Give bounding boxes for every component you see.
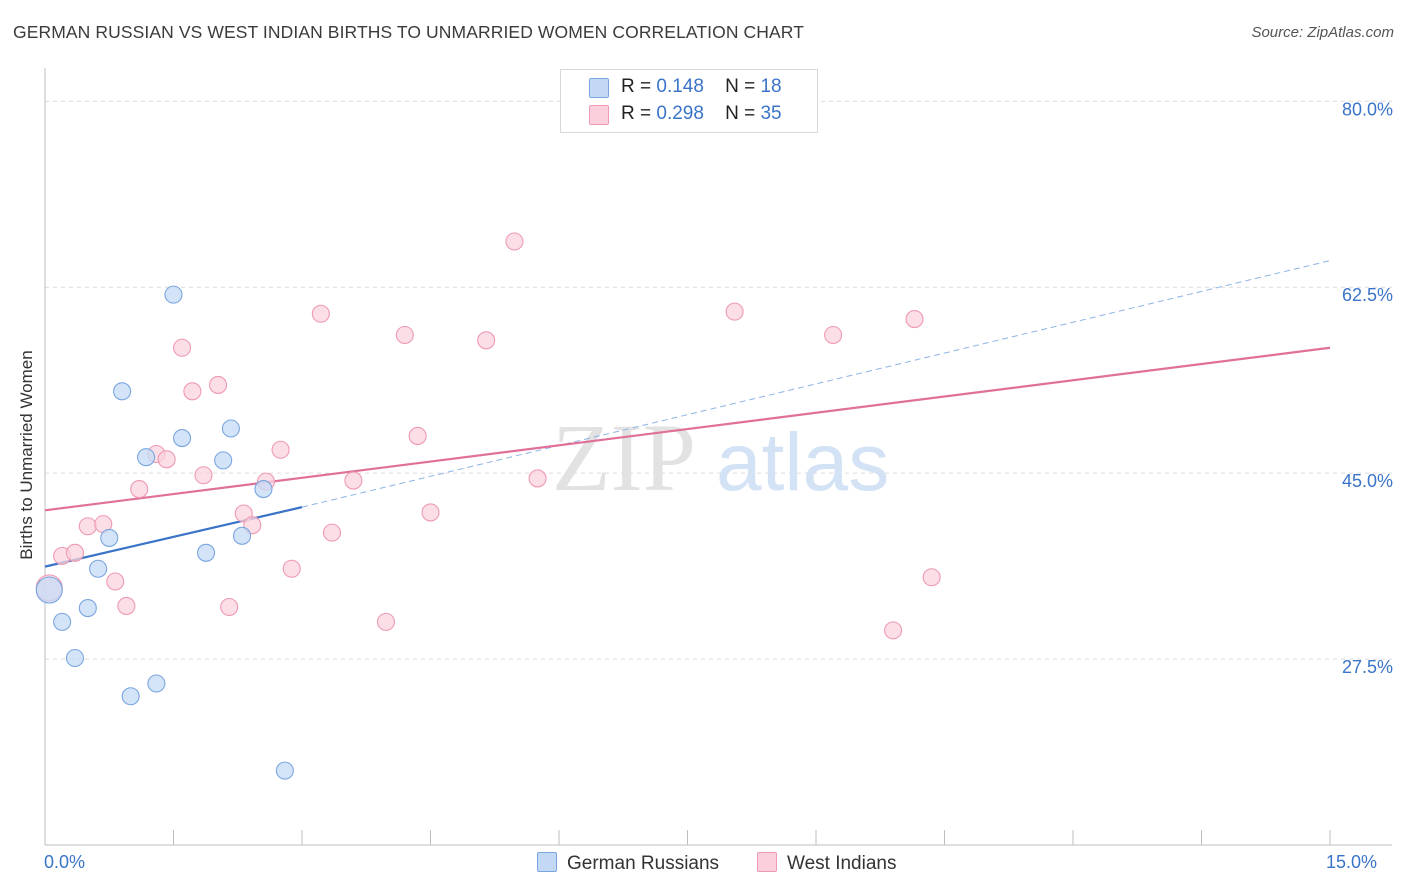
data-point	[197, 543, 216, 562]
data-point	[254, 480, 273, 499]
data-point	[117, 596, 136, 615]
data-point	[505, 232, 524, 251]
y-tick-label: 27.5%	[1342, 657, 1393, 677]
legend-swatch-blue	[589, 78, 609, 98]
data-point	[78, 517, 97, 536]
y-tick-labels: 80.0% 62.5% 45.0% 27.5%	[1342, 99, 1393, 677]
legend-n-value: 35	[760, 103, 782, 124]
y-tick-label: 80.0%	[1342, 99, 1393, 119]
watermark-zip: ZIP	[552, 404, 696, 511]
legend-label: German Russians	[567, 853, 720, 874]
data-point	[164, 285, 183, 304]
data-point	[220, 597, 239, 617]
legend-n-label: N =	[725, 76, 756, 97]
data-point	[157, 450, 176, 469]
watermark: ZIP atlas	[552, 404, 889, 511]
data-point	[282, 559, 301, 578]
axes	[44, 68, 1392, 846]
data-point	[130, 480, 149, 499]
watermark-atlas: atlas	[716, 417, 889, 508]
chart-title: GERMAN RUSSIAN VS WEST INDIAN BIRTHS TO …	[13, 22, 804, 42]
data-point	[322, 523, 342, 542]
legend-r-value: 0.298	[656, 103, 704, 124]
data-point	[421, 503, 440, 522]
data-point	[89, 559, 108, 578]
data-point	[824, 325, 843, 345]
data-point	[113, 382, 132, 401]
data-point	[376, 612, 396, 631]
data-point	[173, 429, 192, 448]
x-tick-max: 15.0%	[1326, 852, 1378, 872]
stats-legend: R = 0.148 N = 18 R = 0.298 N = 35	[560, 69, 818, 133]
data-point	[221, 419, 240, 438]
source-label: Source: ZipAtlas.com	[1251, 24, 1394, 41]
gridlines	[45, 100, 1392, 660]
legend-r-value: 0.148	[656, 76, 704, 97]
data-point	[232, 526, 252, 545]
legend-swatch-pink	[757, 852, 777, 872]
data-point	[53, 612, 72, 631]
legend-item-west-indians[interactable]: West Indians	[757, 852, 896, 875]
data-point	[528, 469, 547, 488]
data-point	[725, 302, 744, 321]
data-point	[35, 576, 63, 604]
y-tick-label: 62.5%	[1342, 285, 1393, 305]
data-point	[100, 528, 119, 547]
data-point	[922, 568, 941, 587]
data-point	[214, 451, 233, 470]
legend-swatch-pink	[589, 105, 609, 125]
legend-r-label: R =	[621, 76, 652, 97]
data-point	[208, 375, 228, 394]
x-tick-min: 0.0%	[44, 852, 86, 872]
legend-n-label: N =	[725, 103, 756, 124]
data-points	[35, 232, 941, 780]
data-point	[121, 687, 140, 706]
data-point	[65, 543, 85, 562]
data-point	[271, 440, 290, 459]
data-point	[194, 466, 213, 485]
data-point	[147, 674, 166, 693]
data-point	[78, 599, 97, 618]
legend-r-label: R =	[621, 103, 652, 124]
data-point	[311, 304, 330, 323]
legend-item-german-russians[interactable]: German Russians	[537, 852, 719, 875]
data-point	[275, 761, 294, 780]
data-point	[477, 331, 496, 350]
data-point	[65, 648, 85, 668]
trend-line-extension-0	[301, 260, 1331, 508]
data-point	[395, 325, 414, 345]
legend-swatch-blue	[537, 852, 557, 872]
data-point	[884, 621, 903, 640]
data-point	[173, 338, 192, 357]
data-point	[408, 426, 427, 445]
data-point	[183, 382, 202, 401]
y-tick-label: 45.0%	[1342, 471, 1393, 491]
legend-n-value: 18	[760, 76, 782, 97]
legend-label: West Indians	[787, 853, 897, 874]
trend-line-0	[44, 506, 303, 568]
data-point	[344, 471, 363, 490]
data-point	[905, 310, 924, 329]
data-point	[106, 572, 125, 591]
data-point	[137, 448, 156, 467]
